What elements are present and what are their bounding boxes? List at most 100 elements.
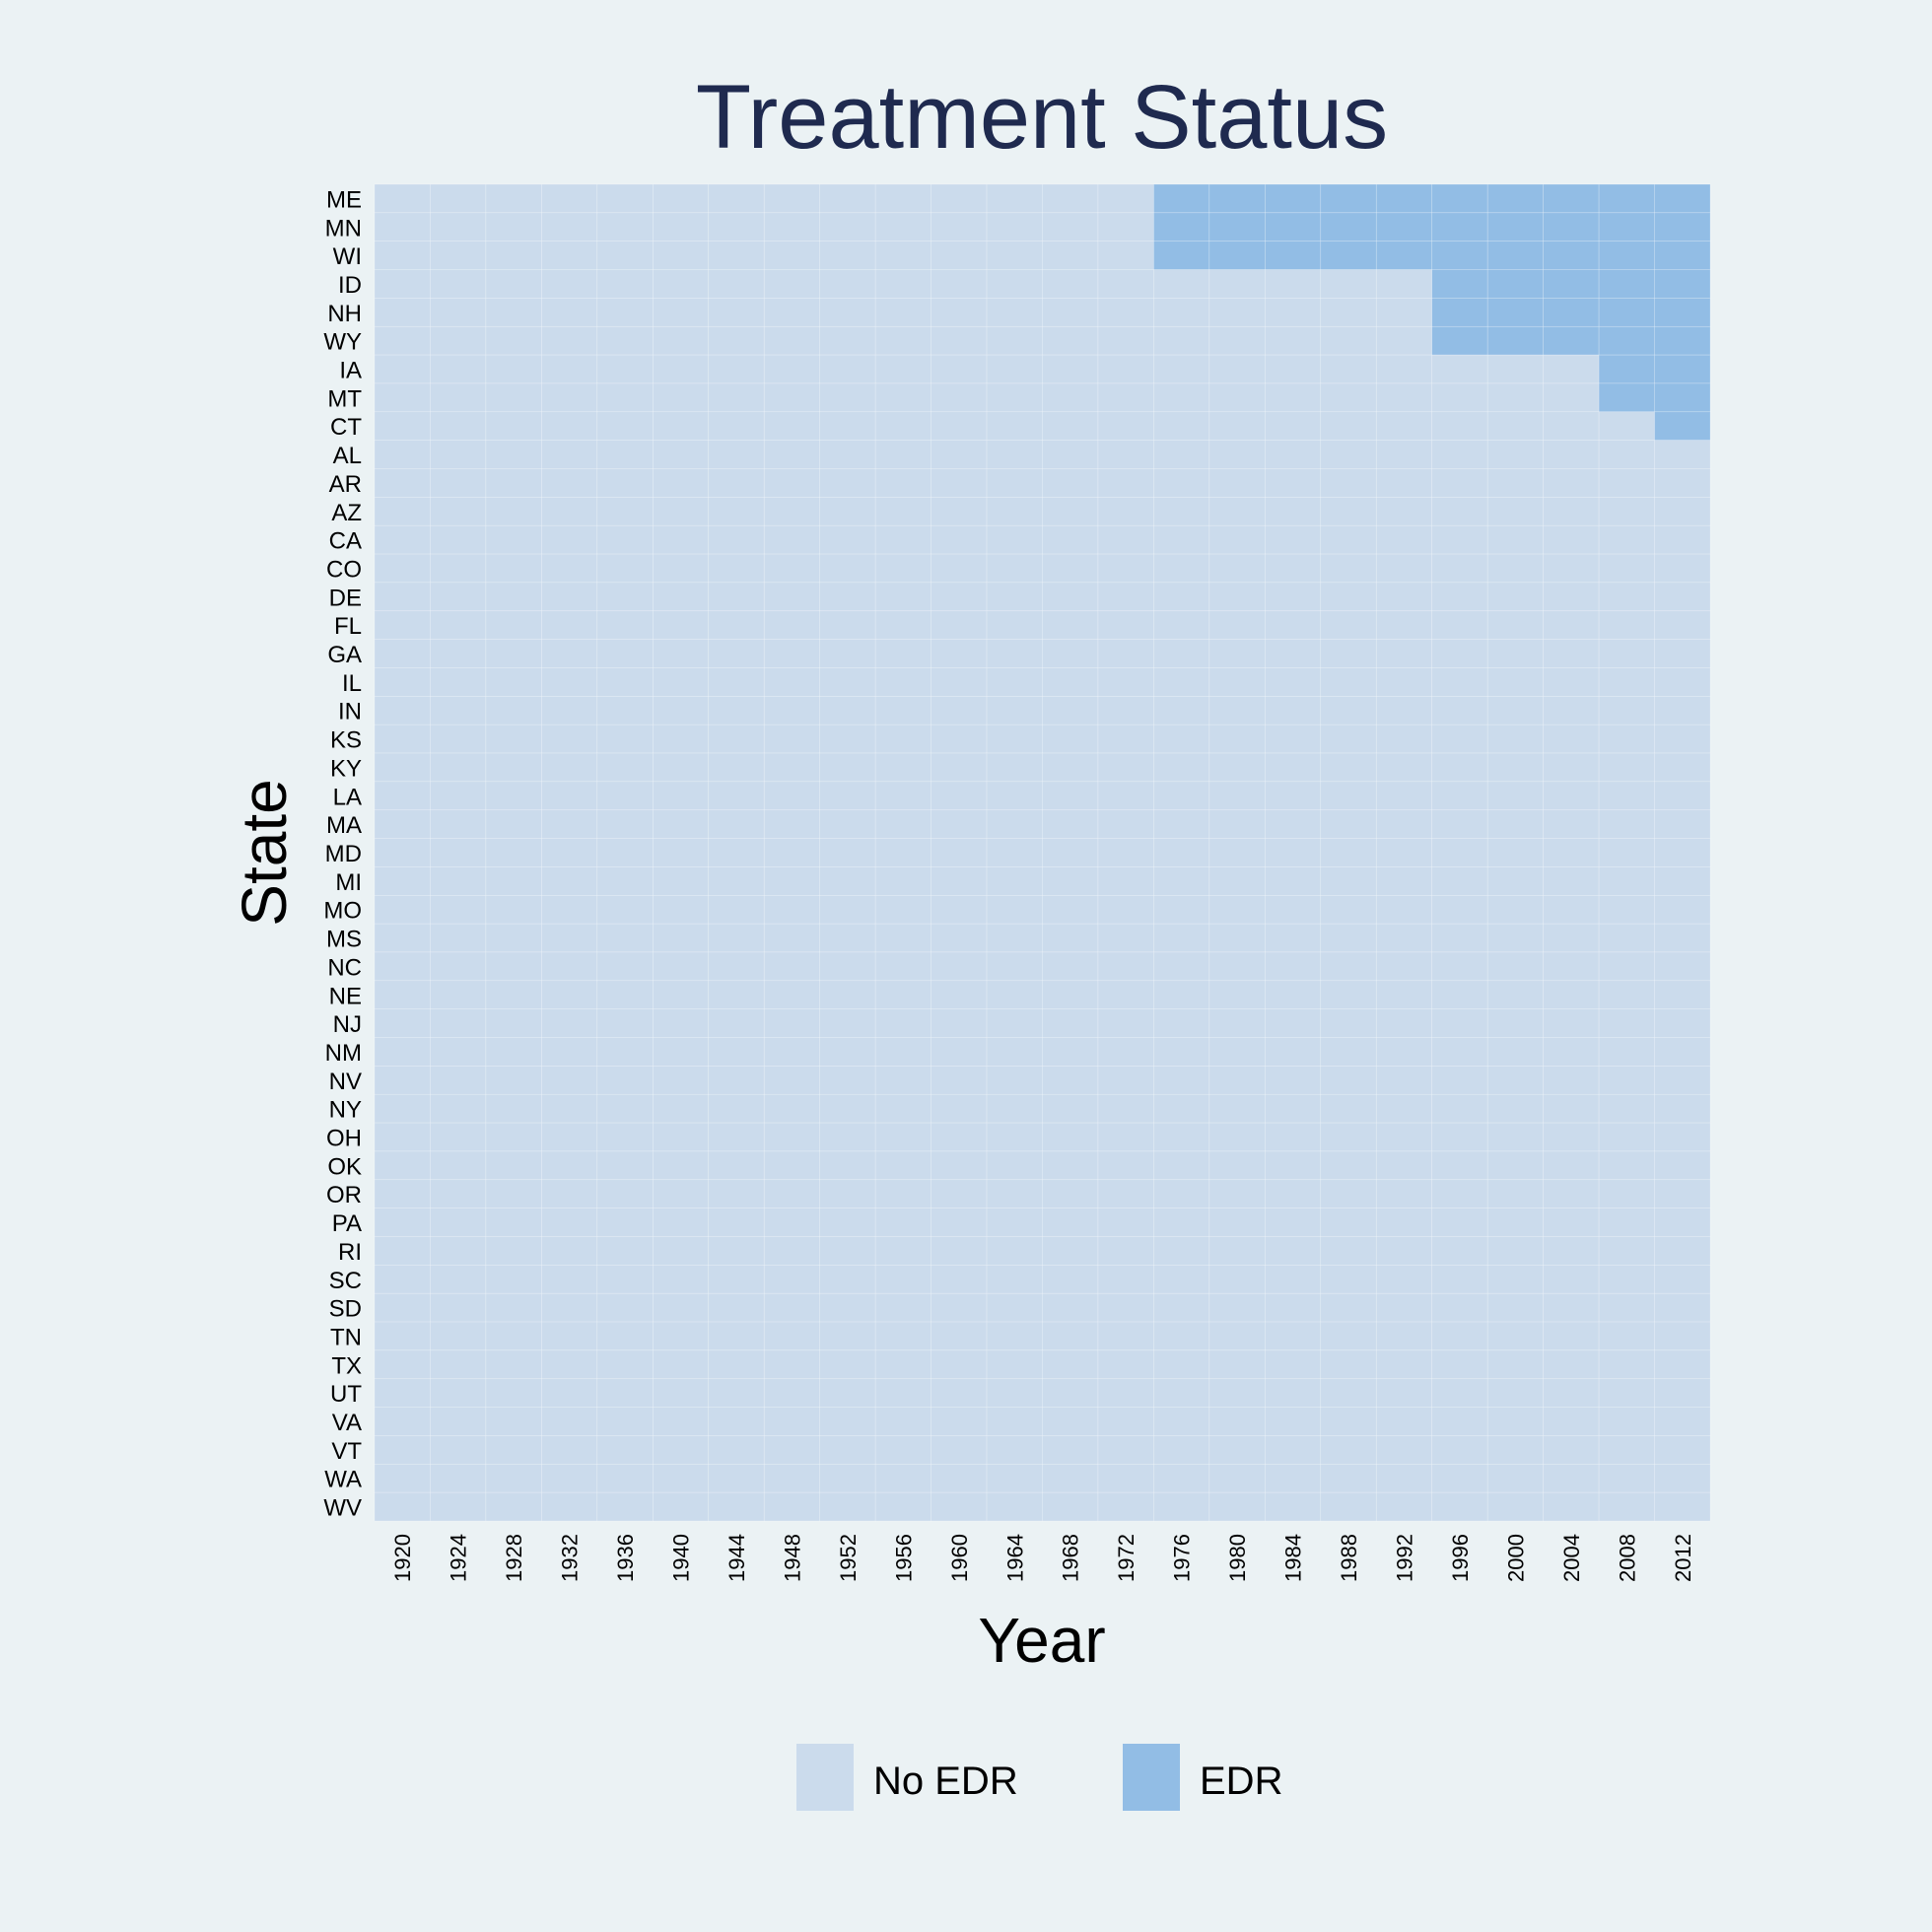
y-tick-label-wa: WA — [324, 1467, 362, 1493]
heatmap-cell-ct-1984 — [1265, 411, 1322, 441]
heatmap-cell-de-2000 — [1486, 582, 1544, 612]
heatmap-cell-wv-2000 — [1486, 1491, 1544, 1522]
heatmap-cell-ma-1932 — [541, 809, 598, 839]
heatmap-cell-ut-1976 — [1153, 1378, 1210, 1408]
heatmap-cell-ms-1956 — [874, 923, 932, 953]
x-tick-labels: 1920 1924 1928 1932 1936 1940 1944 1948 1952 1956… — [390, 1534, 1695, 1582]
heatmap-cell-vt-1928 — [485, 1435, 542, 1465]
heatmap-cell-tx-2000 — [1486, 1349, 1544, 1380]
heatmap-cell-tx-1948 — [763, 1349, 820, 1380]
heatmap-cell-wy-2000 — [1486, 325, 1544, 356]
heatmap-cell-nj-2004 — [1543, 1008, 1600, 1038]
heatmap-cell-nj-2000 — [1486, 1008, 1544, 1038]
legend-swatch-edr — [1123, 1744, 1180, 1811]
heatmap-cell-tx-1928 — [485, 1349, 542, 1380]
heatmap-cell-nc-1992 — [1375, 951, 1433, 982]
heatmap-cell-ky-1980 — [1208, 752, 1266, 783]
heatmap-cell-nm-2008 — [1598, 1037, 1655, 1067]
heatmap-cell-sc-1988 — [1320, 1265, 1377, 1294]
heatmap-cell-ri-1968 — [1042, 1236, 1099, 1266]
heatmap-cell-va-1988 — [1320, 1407, 1377, 1436]
heatmap-cell-nv-1928 — [485, 1066, 542, 1095]
heatmap-cell-or-1972 — [1097, 1179, 1154, 1208]
heatmap-cell-ny-1956 — [874, 1093, 932, 1124]
heatmap-cell-ri-1988 — [1320, 1236, 1377, 1266]
heatmap-cell-pa-2008 — [1598, 1208, 1655, 1237]
heatmap-cell-ok-1936 — [596, 1150, 654, 1181]
heatmap-cell-wi-1980 — [1208, 241, 1266, 270]
heatmap-cell-ut-1928 — [485, 1378, 542, 1408]
heatmap-cell-nh-1952 — [819, 298, 876, 327]
heatmap-cell-nc-1984 — [1265, 951, 1322, 982]
heatmap-cell-co-1976 — [1153, 553, 1210, 584]
heatmap-cell-tx-1976 — [1153, 1349, 1210, 1380]
heatmap-cell-ne-1992 — [1375, 980, 1433, 1009]
y-tick-label-sc: SC — [329, 1268, 362, 1294]
heatmap-cell-vt-1952 — [819, 1435, 876, 1465]
heatmap-cell-sc-2000 — [1486, 1265, 1544, 1294]
heatmap-cell-wy-2004 — [1543, 325, 1600, 356]
heatmap-cell-mn-1996 — [1431, 212, 1488, 242]
heatmap-cell-mt-1928 — [485, 382, 542, 413]
heatmap-cell-mn-1980 — [1208, 212, 1266, 242]
heatmap-cell-me-1976 — [1153, 183, 1210, 214]
heatmap-cell-de-2012 — [1654, 582, 1711, 612]
heatmap-cell-nc-1968 — [1042, 951, 1099, 982]
heatmap-cell-nv-1980 — [1208, 1066, 1266, 1095]
heatmap-cell-nv-1948 — [763, 1066, 820, 1095]
heatmap-cell-co-2008 — [1598, 553, 1655, 584]
heatmap-cell-sc-2008 — [1598, 1265, 1655, 1294]
heatmap-cell-wv-1924 — [430, 1491, 487, 1522]
heatmap-cell-ca-1976 — [1153, 524, 1210, 555]
heatmap-cell-ct-1944 — [708, 411, 765, 441]
x-tick-label-2008: 2008 — [1615, 1534, 1639, 1582]
heatmap-cell-fl-1992 — [1375, 610, 1433, 640]
heatmap-cell-nv-2000 — [1486, 1066, 1544, 1095]
heatmap-cell-wi-1952 — [819, 241, 876, 270]
heatmap-cell-tx-1988 — [1320, 1349, 1377, 1380]
heatmap-cell-wi-1964 — [986, 241, 1043, 270]
y-tick-label-tx: TX — [331, 1352, 362, 1379]
heatmap-cell-sc-1956 — [874, 1265, 932, 1294]
heatmap-cell-mi-1984 — [1265, 866, 1322, 896]
heatmap-cell-mo-1972 — [1097, 894, 1154, 925]
heatmap-cell-ny-1960 — [931, 1093, 988, 1124]
heatmap-cell-me-1920 — [374, 183, 431, 214]
heatmap-cell-mo-1988 — [1320, 894, 1377, 925]
heatmap-cell-ks-1952 — [819, 724, 876, 754]
heatmap-cell-mi-1960 — [931, 866, 988, 896]
heatmap-cell-ms-2004 — [1543, 923, 1600, 953]
heatmap-cell-ms-1964 — [986, 923, 1043, 953]
heatmap-cell-ne-1932 — [541, 980, 598, 1009]
heatmap-cell-mi-1992 — [1375, 866, 1433, 896]
heatmap-cell-sc-1960 — [931, 1265, 988, 1294]
heatmap-cell-md-2004 — [1543, 838, 1600, 867]
heatmap-cell-tx-1956 — [874, 1349, 932, 1380]
heatmap-cell-nj-1972 — [1097, 1008, 1154, 1038]
heatmap-cell-pa-1992 — [1375, 1208, 1433, 1237]
heatmap-cell-la-1996 — [1431, 781, 1488, 811]
heatmap-cell-nm-2004 — [1543, 1037, 1600, 1067]
heatmap-cell-ms-1936 — [596, 923, 654, 953]
heatmap-cell-ks-1980 — [1208, 724, 1266, 754]
heatmap-cell-id-1940 — [652, 269, 710, 299]
heatmap-cell-wa-1960 — [931, 1463, 988, 1493]
heatmap-cell-vt-1992 — [1375, 1435, 1433, 1465]
heatmap-cell-nm-1976 — [1153, 1037, 1210, 1067]
heatmap-cell-mi-1924 — [430, 866, 487, 896]
heatmap-cell-nv-1996 — [1431, 1066, 1488, 1095]
y-tick-label-ri: RI — [338, 1239, 362, 1266]
heatmap-cell-in-1996 — [1431, 696, 1488, 725]
heatmap-cell-ky-2000 — [1486, 752, 1544, 783]
heatmap-cell-pa-1944 — [708, 1208, 765, 1237]
heatmap-cell-nc-2012 — [1654, 951, 1711, 982]
heatmap-cell-sd-2012 — [1654, 1292, 1711, 1323]
heatmap-cell-pa-1980 — [1208, 1208, 1266, 1237]
heatmap-cell-oh-2008 — [1598, 1122, 1655, 1152]
heatmap-cell-ar-2000 — [1486, 468, 1544, 498]
heatmap-cell-ca-1964 — [986, 524, 1043, 555]
heatmap-cell-il-1976 — [1153, 667, 1210, 697]
heatmap-cell-vt-1944 — [708, 1435, 765, 1465]
heatmap-cell-sd-2000 — [1486, 1292, 1544, 1323]
